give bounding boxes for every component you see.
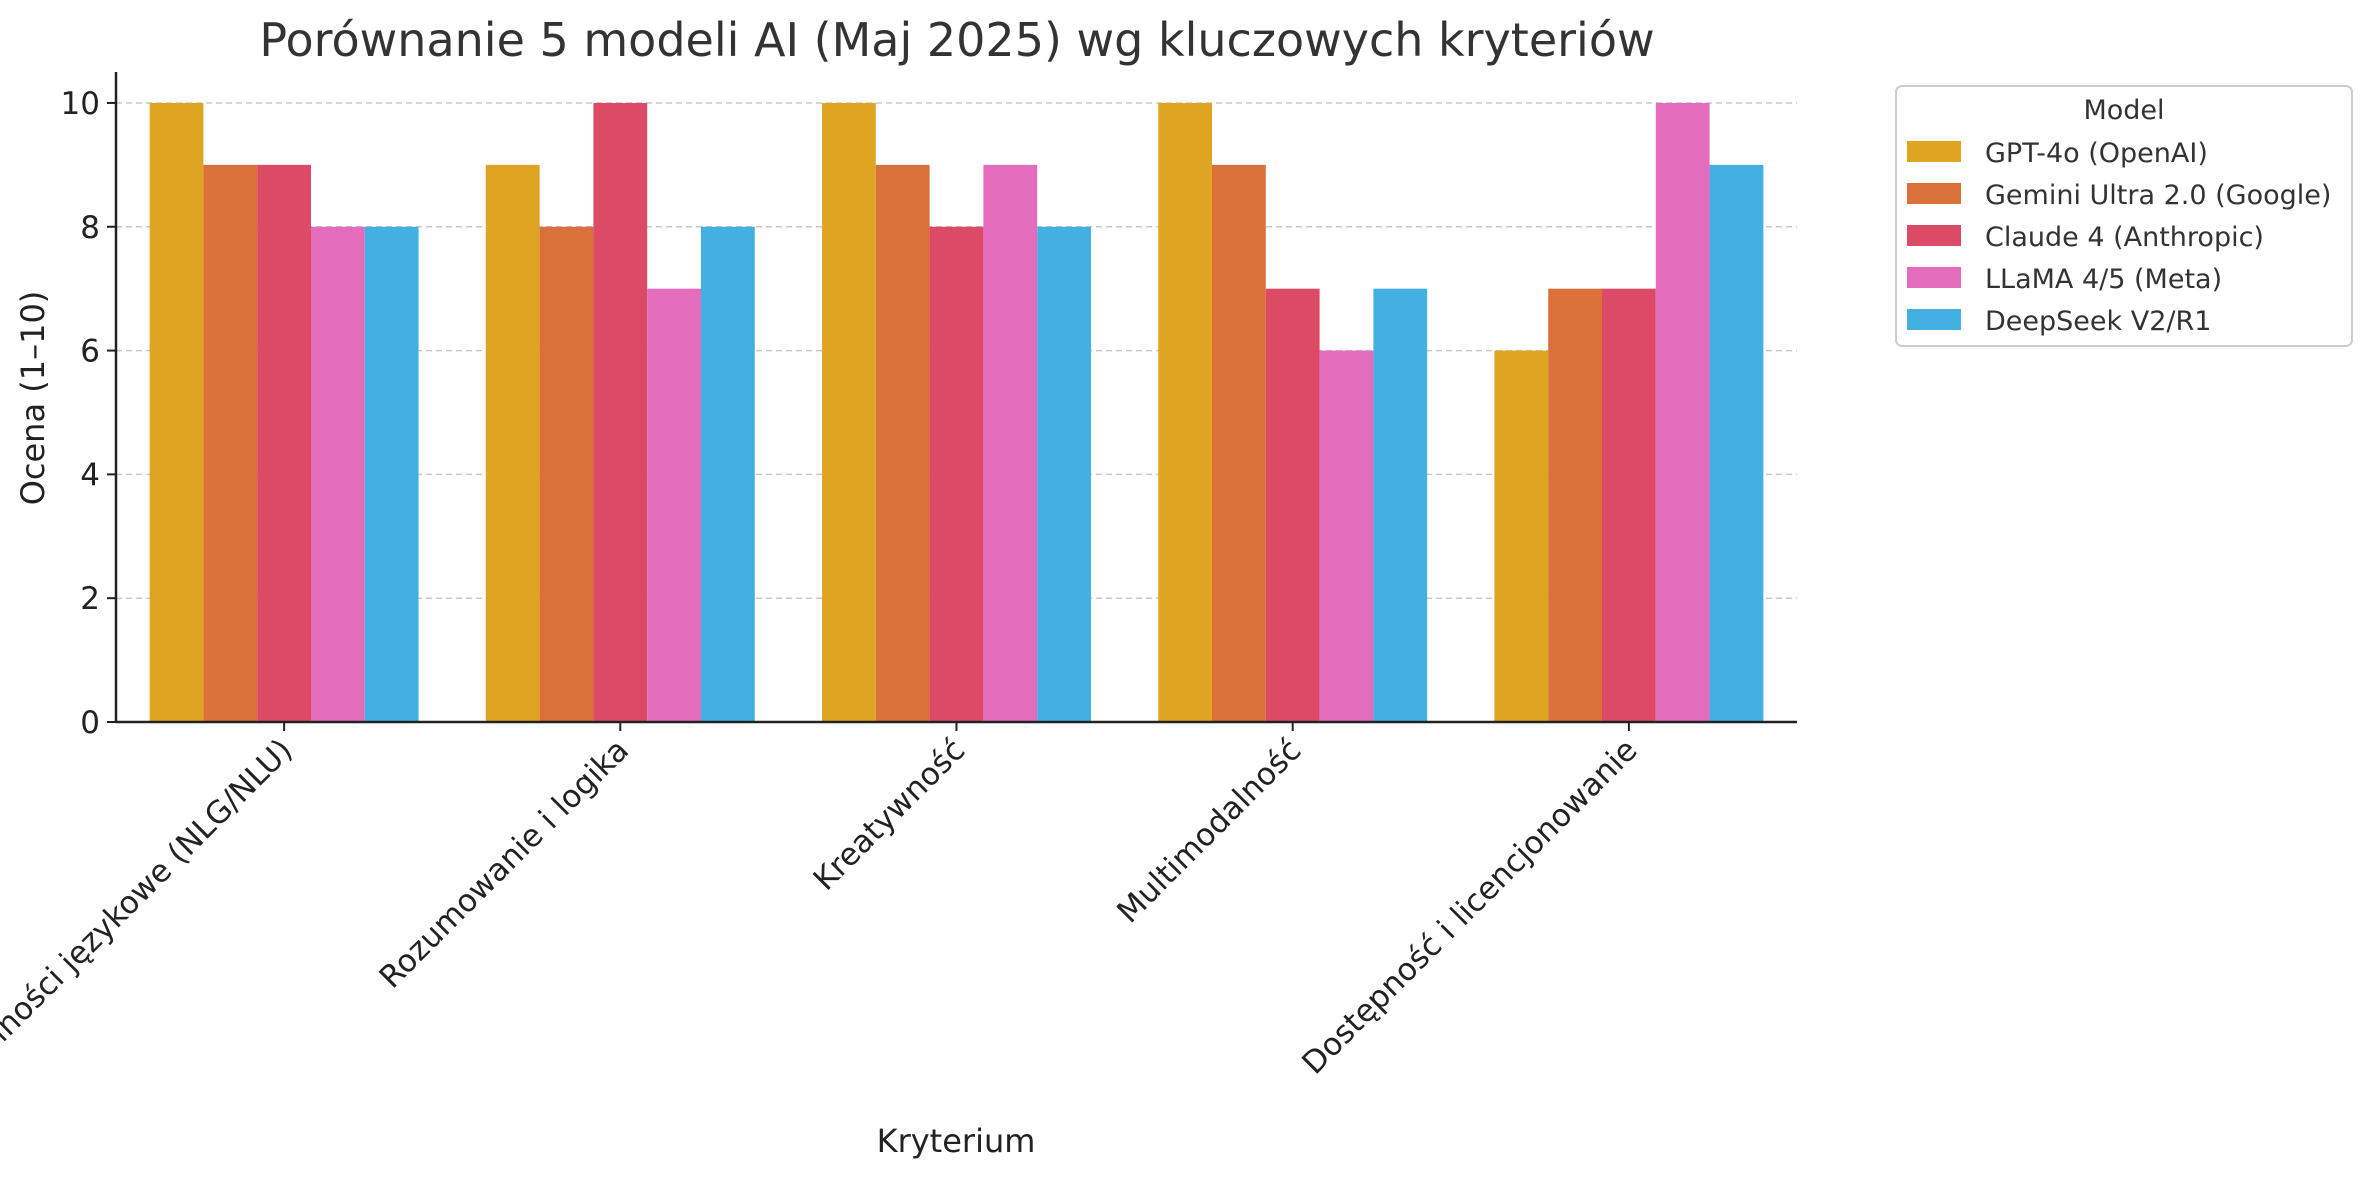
legend-swatch [1907, 267, 1961, 288]
legend: Model GPT-4o (OpenAI) Gemini Ultra 2.0 (G… [1895, 85, 2353, 347]
bar [1494, 350, 1549, 722]
legend-swatch [1907, 225, 1961, 246]
x-tick-label: Kreatywność [807, 732, 973, 898]
x-tick-label: Rozumowanie i logika [373, 732, 636, 995]
bar [1037, 226, 1091, 722]
y-tick-label: 4 [80, 457, 100, 493]
y-tick-label: 10 [61, 86, 100, 122]
bar [822, 102, 876, 722]
bar [700, 226, 755, 722]
chart-title: Porównanie 5 modeli AI (Maj 2025) wg klu… [259, 13, 1654, 67]
bar [1212, 164, 1266, 723]
bar [203, 164, 258, 723]
legend-swatch [1907, 183, 1961, 204]
bar [485, 164, 540, 723]
y-tick-label: 0 [80, 705, 100, 741]
bar [257, 164, 311, 723]
bar [593, 102, 648, 722]
legend-frame [1895, 85, 2353, 347]
bar [1265, 288, 1320, 722]
bar [929, 226, 984, 722]
x-axis-title: Kryterium [877, 1122, 1036, 1160]
legend-label: DeepSeek V2/R1 [1985, 306, 2211, 337]
legend-label: LLaMA 4/5 (Meta) [1985, 264, 2222, 295]
legend-swatch [1907, 141, 1961, 162]
bar [1602, 288, 1656, 722]
y-axis-title: Ocena (1–10) [14, 291, 52, 506]
x-tick-label: Dostępność i licencjonowanie [1295, 732, 1644, 1081]
bar [149, 102, 204, 722]
bar [1655, 102, 1710, 722]
bar [311, 226, 365, 722]
bar [364, 226, 419, 722]
bar [539, 226, 594, 722]
bar [1373, 288, 1428, 722]
legend-title: Model [2083, 95, 2164, 126]
legend-items: GPT-4o (OpenAI) Gemini Ultra 2.0 (Google)… [1907, 138, 2331, 337]
bar [1319, 350, 1374, 722]
legend-label: GPT-4o (OpenAI) [1985, 138, 2208, 169]
bar [1548, 288, 1602, 722]
bar [647, 288, 701, 722]
legend-label: Claude 4 (Anthropic) [1985, 222, 2264, 253]
bars [149, 102, 1764, 723]
bar [983, 164, 1038, 723]
legend-label: Gemini Ultra 2.0 (Google) [1985, 180, 2331, 211]
x-tick-label: Zdolności językowe (NLG/NLU) [0, 732, 300, 1091]
legend-swatch [1907, 309, 1961, 330]
y-tick-label: 2 [80, 581, 100, 617]
y-tick-label: 6 [80, 334, 100, 370]
bar [1158, 102, 1213, 722]
bar [875, 164, 930, 723]
y-tick-label: 8 [80, 210, 100, 246]
x-tick-label: Multimodalność [1110, 732, 1308, 930]
bar [1709, 164, 1764, 723]
